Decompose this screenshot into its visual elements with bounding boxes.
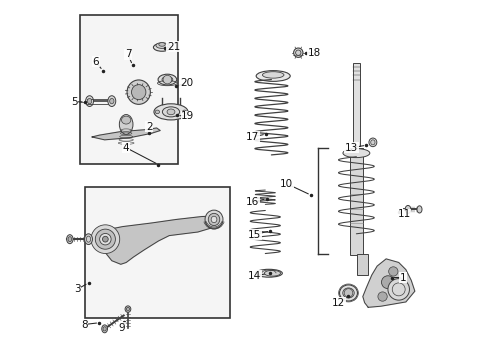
Ellipse shape	[103, 327, 106, 331]
Circle shape	[91, 225, 120, 253]
Ellipse shape	[109, 98, 114, 104]
Ellipse shape	[182, 110, 186, 114]
Text: 2: 2	[145, 122, 152, 132]
Circle shape	[381, 276, 394, 289]
Ellipse shape	[342, 149, 369, 158]
Ellipse shape	[66, 235, 73, 244]
Text: 3: 3	[74, 284, 80, 294]
Circle shape	[388, 267, 397, 276]
Text: 15: 15	[247, 230, 261, 239]
Bar	[80, 15, 178, 164]
Ellipse shape	[264, 270, 280, 276]
Ellipse shape	[155, 110, 159, 114]
Polygon shape	[96, 216, 221, 264]
Text: 10: 10	[279, 179, 292, 189]
Text: 4: 4	[122, 143, 129, 153]
Circle shape	[163, 75, 171, 84]
Ellipse shape	[405, 206, 410, 213]
Text: 11: 11	[397, 209, 410, 219]
Ellipse shape	[293, 48, 303, 57]
Ellipse shape	[121, 116, 131, 124]
Ellipse shape	[211, 216, 217, 223]
Bar	[352, 63, 359, 146]
Ellipse shape	[158, 74, 176, 85]
Bar	[349, 148, 362, 255]
Ellipse shape	[262, 72, 284, 78]
Bar	[85, 187, 230, 318]
Ellipse shape	[204, 210, 223, 229]
Text: 13: 13	[344, 143, 357, 153]
Ellipse shape	[131, 85, 145, 100]
Polygon shape	[362, 259, 414, 307]
Polygon shape	[92, 128, 160, 140]
Ellipse shape	[162, 76, 172, 83]
Ellipse shape	[339, 285, 357, 301]
Text: 8: 8	[81, 320, 87, 329]
Bar	[357, 253, 367, 275]
Ellipse shape	[208, 213, 219, 226]
Circle shape	[344, 289, 352, 297]
Text: 19: 19	[181, 111, 194, 121]
Ellipse shape	[156, 42, 168, 48]
Ellipse shape	[162, 107, 179, 117]
Ellipse shape	[416, 206, 421, 213]
Ellipse shape	[108, 96, 116, 107]
Ellipse shape	[102, 325, 107, 333]
Circle shape	[102, 236, 108, 242]
Text: 18: 18	[307, 48, 321, 58]
Text: 14: 14	[247, 271, 261, 281]
Ellipse shape	[255, 269, 282, 277]
Ellipse shape	[342, 288, 353, 298]
Text: 1: 1	[399, 273, 406, 283]
Text: 20: 20	[180, 78, 193, 88]
Ellipse shape	[119, 114, 133, 134]
Ellipse shape	[125, 306, 131, 312]
Ellipse shape	[127, 80, 150, 104]
Text: 21: 21	[166, 42, 180, 51]
Text: 12: 12	[331, 298, 345, 308]
Ellipse shape	[153, 43, 170, 51]
Ellipse shape	[368, 138, 376, 147]
Ellipse shape	[85, 96, 93, 107]
Text: 6: 6	[92, 57, 99, 67]
Ellipse shape	[295, 50, 301, 55]
Ellipse shape	[126, 307, 129, 311]
Ellipse shape	[370, 140, 374, 145]
Circle shape	[387, 279, 408, 300]
Ellipse shape	[159, 42, 165, 46]
Ellipse shape	[68, 237, 72, 242]
Circle shape	[377, 292, 386, 301]
Ellipse shape	[256, 71, 290, 81]
Ellipse shape	[167, 109, 175, 115]
Text: 17: 17	[245, 132, 259, 142]
Ellipse shape	[87, 98, 92, 104]
Circle shape	[100, 233, 111, 245]
Ellipse shape	[84, 234, 92, 244]
Text: 7: 7	[124, 49, 131, 59]
Text: 9: 9	[118, 323, 125, 333]
Text: 16: 16	[245, 197, 259, 207]
Circle shape	[95, 229, 115, 249]
Ellipse shape	[154, 104, 187, 120]
Text: 5: 5	[71, 97, 78, 107]
